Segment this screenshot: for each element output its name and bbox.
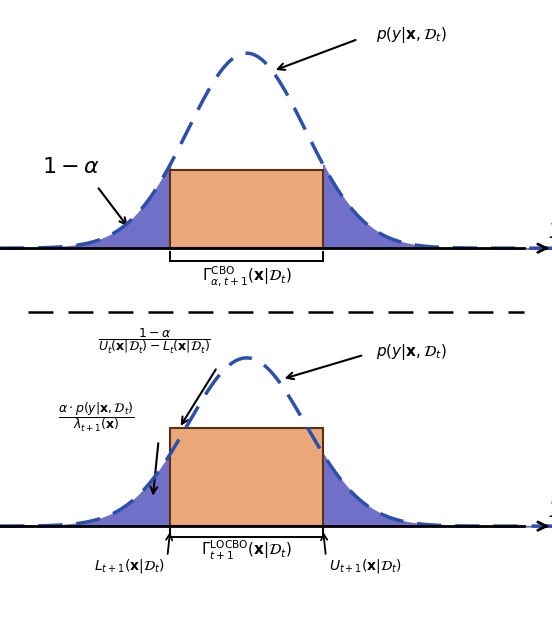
Text: $y$: $y$	[549, 222, 552, 240]
Text: $1 - \alpha$: $1 - \alpha$	[41, 157, 99, 177]
Text: $L_{t+1}(\mathbf{x}|\mathcal{D}_t)$: $L_{t+1}(\mathbf{x}|\mathcal{D}_t)$	[94, 557, 164, 575]
Text: $\Gamma^{\rm LOCBO}_{t+1}(\mathbf{x}|\mathcal{D}_t)$: $\Gamma^{\rm LOCBO}_{t+1}(\mathbf{x}|\ma…	[201, 539, 292, 562]
Text: $\dfrac{\alpha \cdot p(y|\mathbf{x}, \mathcal{D}_t)}{\lambda_{t+1}(\mathbf{x})}$: $\dfrac{\alpha \cdot p(y|\mathbf{x}, \ma…	[59, 401, 135, 434]
Text: $U_{t+1}(\mathbf{x}|\mathcal{D}_t)$: $U_{t+1}(\mathbf{x}|\mathcal{D}_t)$	[329, 557, 402, 575]
Text: $\Gamma^{\rm CBO}_{\alpha,t+1}(\mathbf{x}|\mathcal{D}_t)$: $\Gamma^{\rm CBO}_{\alpha,t+1}(\mathbf{x…	[201, 264, 292, 288]
Text: $p(y|\mathbf{x}, \mathcal{D}_t)$: $p(y|\mathbf{x}, \mathcal{D}_t)$	[376, 26, 447, 46]
Text: $y$: $y$	[549, 500, 552, 519]
Bar	[171, 170, 323, 248]
Bar	[171, 428, 323, 526]
Text: $\dfrac{1-\alpha}{U_t(\mathbf{x}|\mathcal{D}_t)-L_t(\mathbf{x}|\mathcal{D}_t)}$: $\dfrac{1-\alpha}{U_t(\mathbf{x}|\mathca…	[98, 326, 211, 355]
Text: $p(y|\mathbf{x}, \mathcal{D}_t)$: $p(y|\mathbf{x}, \mathcal{D}_t)$	[376, 342, 447, 362]
